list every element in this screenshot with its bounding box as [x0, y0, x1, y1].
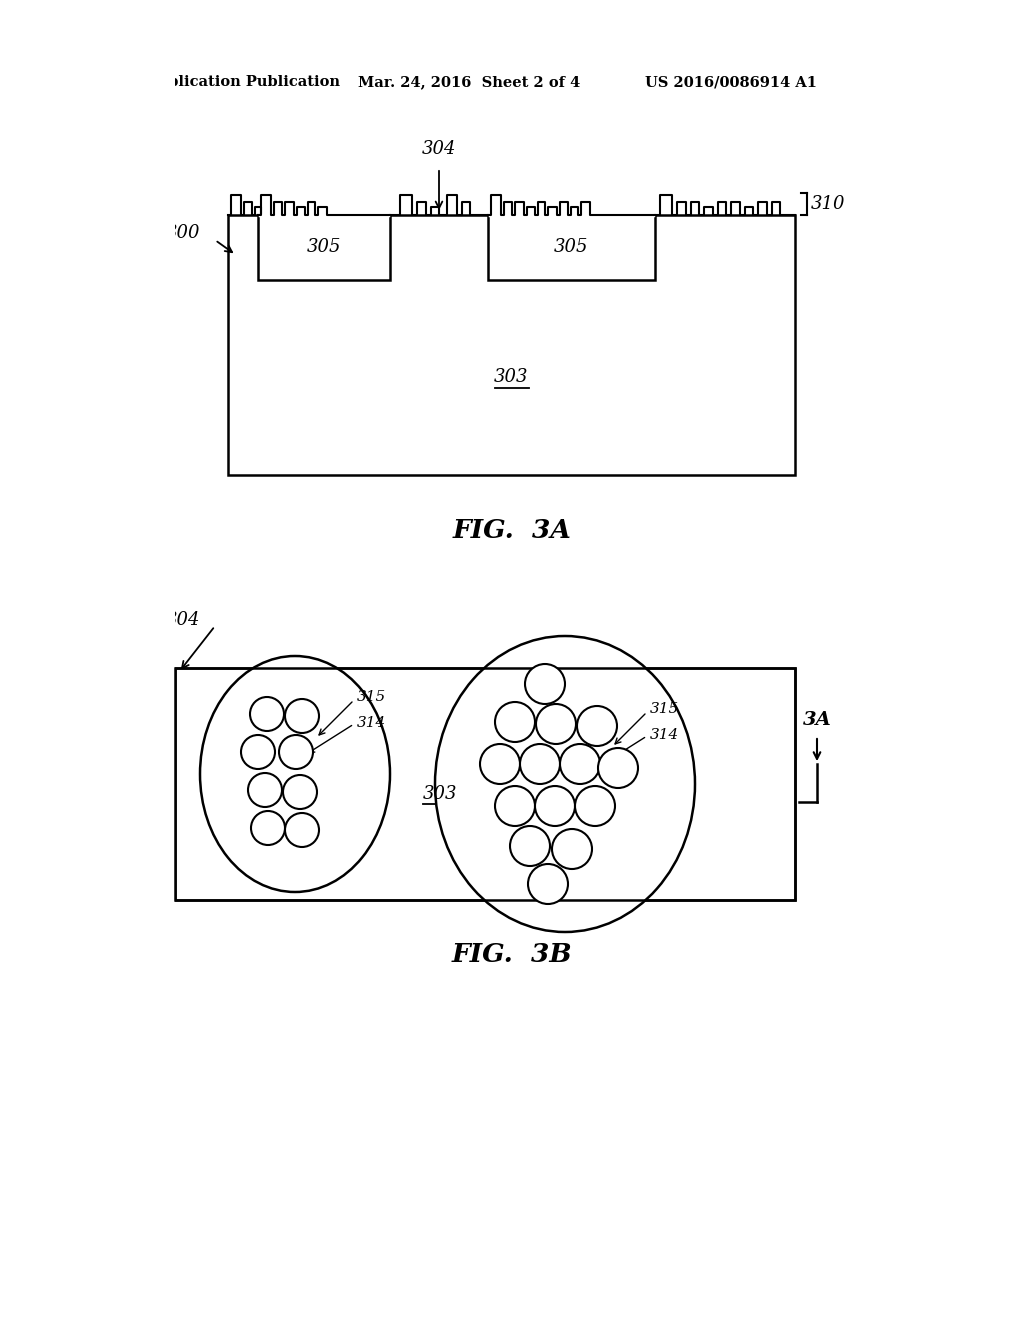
Text: 3A: 3A	[803, 711, 831, 729]
Circle shape	[536, 704, 575, 744]
Text: Mar. 24, 2016  Sheet 2 of 4: Mar. 24, 2016 Sheet 2 of 4	[358, 75, 581, 88]
Circle shape	[241, 735, 275, 770]
Circle shape	[525, 664, 565, 704]
Text: 305: 305	[554, 239, 589, 256]
Circle shape	[528, 865, 568, 904]
Circle shape	[480, 744, 520, 784]
Text: 315: 315	[650, 702, 679, 715]
Bar	[175, 668, 795, 900]
Circle shape	[575, 785, 615, 826]
Text: 3A: 3A	[138, 711, 167, 729]
Text: 310: 310	[811, 195, 846, 213]
Circle shape	[495, 702, 535, 742]
Bar	[228, 215, 795, 475]
Circle shape	[577, 706, 617, 746]
Text: US 2016/0086914 A1: US 2016/0086914 A1	[645, 75, 817, 88]
Text: 305: 305	[307, 239, 341, 256]
Circle shape	[520, 744, 560, 784]
Circle shape	[560, 744, 600, 784]
Circle shape	[535, 785, 575, 826]
Circle shape	[251, 810, 285, 845]
Bar	[258, 215, 390, 280]
Ellipse shape	[200, 656, 390, 892]
Circle shape	[598, 748, 638, 788]
Circle shape	[250, 697, 284, 731]
Text: FIG.  3A: FIG. 3A	[453, 517, 571, 543]
Text: 315: 315	[357, 690, 386, 704]
Text: 304: 304	[166, 611, 200, 630]
Text: 304: 304	[422, 140, 457, 158]
Circle shape	[552, 829, 592, 869]
Text: 314: 314	[357, 715, 386, 730]
Circle shape	[495, 785, 535, 826]
Circle shape	[285, 813, 319, 847]
Bar	[0, 0, 175, 1320]
Circle shape	[283, 775, 317, 809]
Text: Patent Application Publication: Patent Application Publication	[88, 75, 340, 88]
Text: 314: 314	[650, 729, 679, 742]
Circle shape	[248, 774, 282, 807]
Bar	[488, 215, 655, 280]
Circle shape	[285, 700, 319, 733]
Bar	[175, 668, 795, 900]
Circle shape	[510, 826, 550, 866]
Text: FIG.  3B: FIG. 3B	[452, 942, 572, 968]
Circle shape	[279, 735, 313, 770]
Text: 303: 303	[495, 368, 528, 387]
Text: 303: 303	[423, 785, 458, 803]
Text: 300: 300	[166, 224, 200, 242]
Ellipse shape	[435, 636, 695, 932]
